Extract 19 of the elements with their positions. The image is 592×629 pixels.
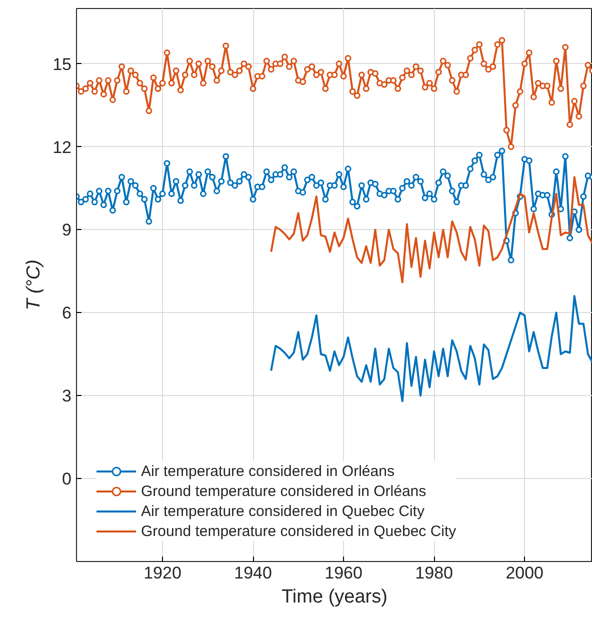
y-tick-label: 12 [52,138,72,157]
legend-label: Ground temperature considered in Orléans [141,482,426,500]
y-tick-label: 3 [62,386,72,406]
x-tick-label: 1940 [234,564,272,582]
x-tick-label: 1920 [144,564,182,582]
legend-label: Ground temperature considered in Quebec City [141,522,456,540]
line-series [270,295,592,402]
y-axis-title: T (°C) [24,260,45,310]
x-axis-title: Time (years) [282,586,388,608]
x-tick-label: 2000 [506,564,544,582]
y-tick-label: 9 [62,220,72,240]
x-tick-label: 1960 [324,564,362,582]
y-tick-label: 0 [62,470,72,489]
y-tick-label: 15 [52,54,72,74]
x-tick-label: 1980 [415,564,453,582]
line-series [270,176,592,284]
legend-label: Air temperature considered in Orléans [141,462,394,480]
y-tick-label: 6 [62,304,72,323]
legend-label: Air temperature considered in Quebec City [141,502,424,520]
